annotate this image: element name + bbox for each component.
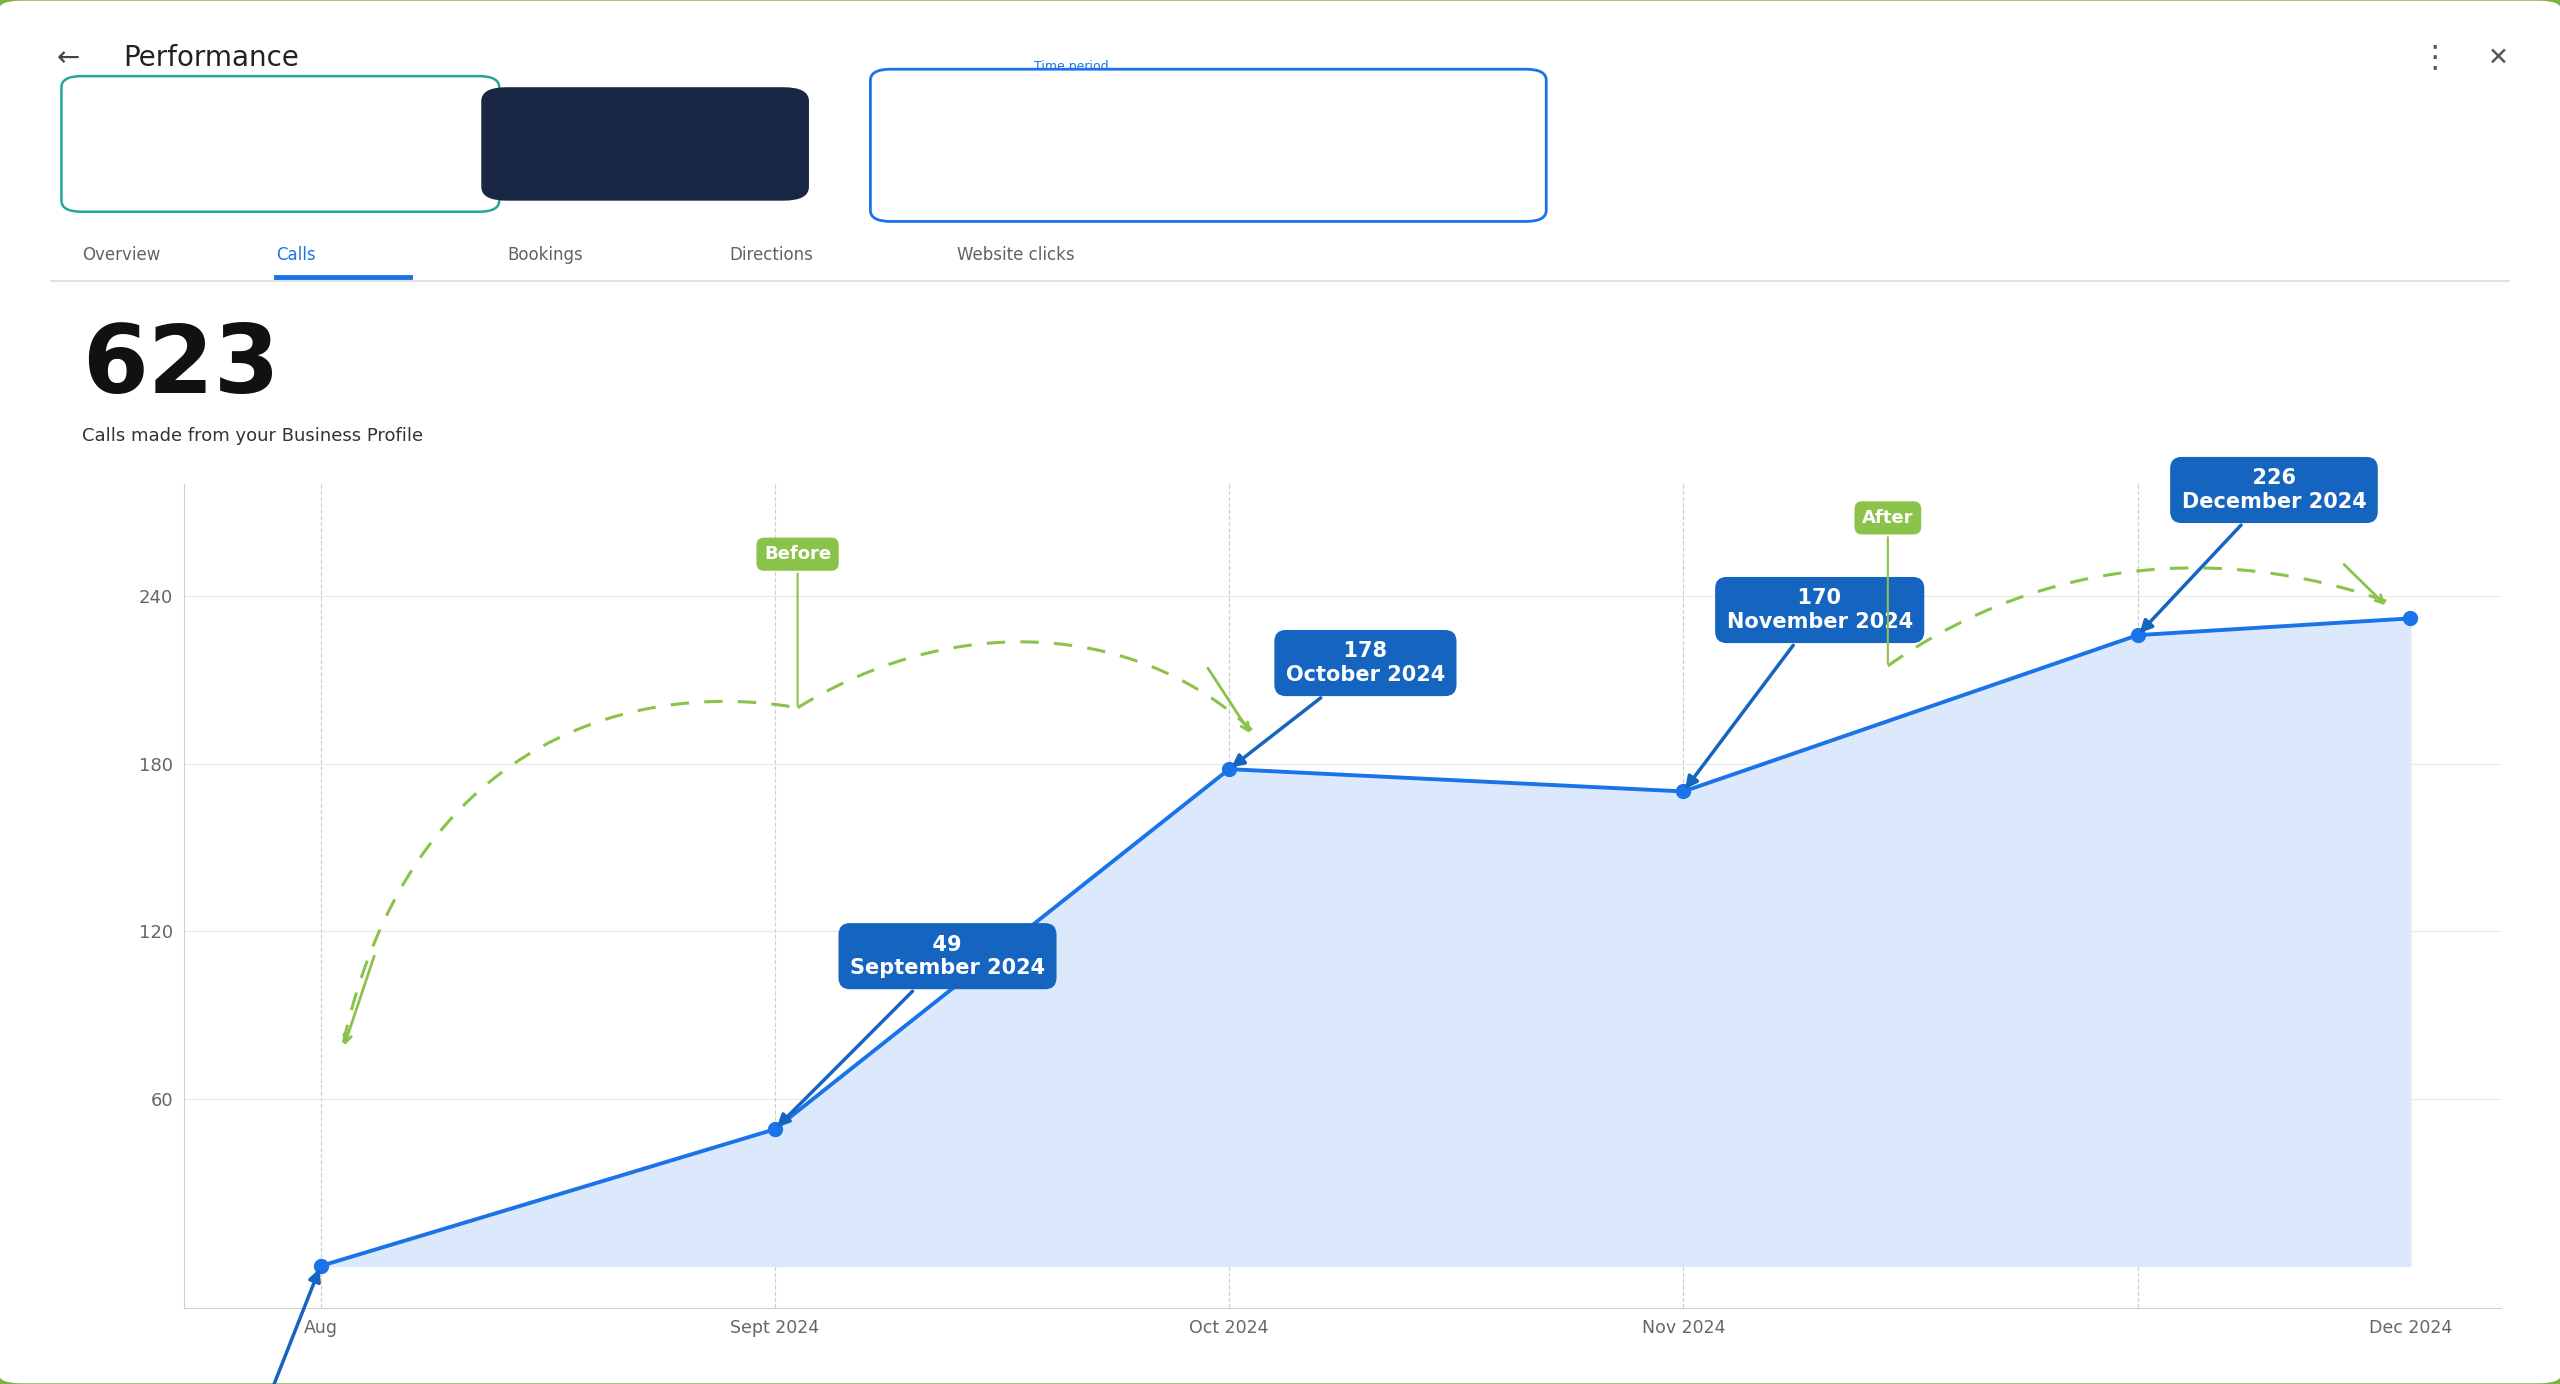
Text: Aug 2024–Dec 2024: Aug 2024–Dec 2024 xyxy=(1101,136,1275,155)
FancyBboxPatch shape xyxy=(870,69,1546,221)
Text: ✕: ✕ xyxy=(2488,46,2509,71)
Text: 170  
November 2024: 170 November 2024 xyxy=(1687,588,1912,786)
Text: Directions: Directions xyxy=(730,245,814,264)
Text: 49  
September 2024: 49 September 2024 xyxy=(781,934,1044,1125)
Text: 〾: 〾 xyxy=(108,130,123,158)
Text: Before: Before xyxy=(763,545,832,704)
FancyBboxPatch shape xyxy=(61,76,499,212)
Text: ⊕ Pondicherry: ⊕ Pondicherry xyxy=(594,137,696,151)
Text: 226  
December 2024: 226 December 2024 xyxy=(2143,468,2365,630)
Text: After: After xyxy=(1861,509,1912,663)
Text: Calls made from your Business Profile: Calls made from your Business Profile xyxy=(82,426,422,446)
Text: Overview: Overview xyxy=(82,245,161,264)
Text: WORLD-CLASS HEALTHCARE TO ALL: WORLD-CLASS HEALTHCARE TO ALL xyxy=(200,172,338,180)
Text: 623: 623 xyxy=(82,321,279,412)
Text: 178  
October 2024: 178 October 2024 xyxy=(1234,641,1444,765)
Text: Website clicks: Website clicks xyxy=(957,245,1075,264)
Text: Time period: Time period xyxy=(1034,60,1108,73)
FancyBboxPatch shape xyxy=(481,87,809,201)
Text: WestMed Hospital: WestMed Hospital xyxy=(197,127,340,141)
Text: Performance: Performance xyxy=(123,44,300,72)
Text: Calls: Calls xyxy=(276,245,315,264)
Text: ▦: ▦ xyxy=(929,136,945,155)
Text: ←: ← xyxy=(56,44,79,72)
Text: 0  
August 2024: 0 August 2024 xyxy=(179,1272,328,1384)
Text: Bookings: Bookings xyxy=(507,245,584,264)
Text: ▾: ▾ xyxy=(1475,136,1485,155)
Text: ⋮: ⋮ xyxy=(2419,44,2450,72)
